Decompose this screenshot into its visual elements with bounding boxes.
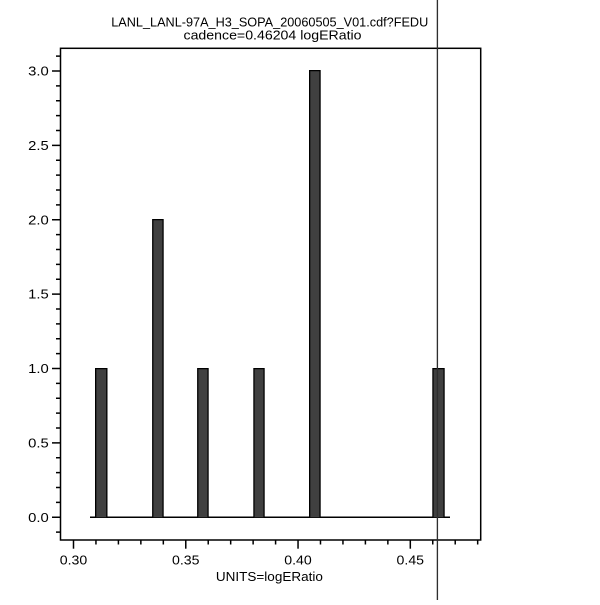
svg-text:2.5: 2.5 [28,139,49,153]
svg-text:1.5: 1.5 [28,288,49,302]
svg-text:0.30: 0.30 [60,554,88,568]
svg-text:0.35: 0.35 [172,554,200,568]
svg-text:1.0: 1.0 [28,362,49,376]
svg-text:0.0: 0.0 [28,511,49,525]
svg-text:cadence=0.46204 logERatio: cadence=0.46204 logERatio [184,29,362,43]
svg-text:UNITS=logERatio: UNITS=logERatio [216,570,323,584]
svg-text:0.40: 0.40 [284,554,312,568]
svg-text:LANL_LANL-97A_H3_SOPA_20060505: LANL_LANL-97A_H3_SOPA_20060505_V01.cdf?F… [111,16,428,30]
svg-text:0.45: 0.45 [397,554,425,568]
svg-text:0.5: 0.5 [28,436,49,450]
svg-text:3.0: 3.0 [28,65,49,79]
svg-text:2.0: 2.0 [28,213,49,227]
